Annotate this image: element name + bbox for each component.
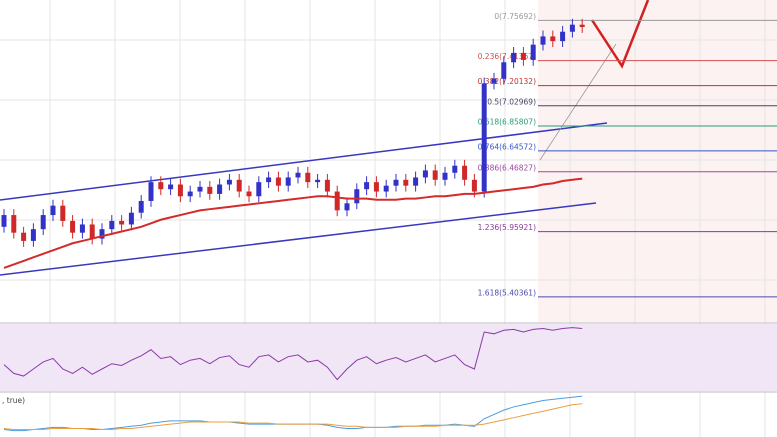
fib-label: 0.236(7.41367) [478,52,536,61]
channel-upper [0,122,608,201]
projection-zone [538,0,777,322]
candle-body [579,24,585,28]
candle-body [21,232,27,241]
candle-body [217,184,223,194]
macd-label: , true) [2,396,25,405]
candle-body [550,36,556,42]
candle-body [207,186,213,194]
candle-body [305,172,311,183]
candle-body [481,83,487,192]
candle-body [383,185,389,192]
candle-body [275,177,281,186]
trend-line [539,43,617,161]
fib-label: 0.5(7.02969) [487,97,536,106]
candle-body [295,172,301,178]
fib-label: 0.618(6.85807) [478,117,536,126]
fib-label: 0(7.75692) [494,12,536,21]
candle-body [530,44,536,60]
candle-body [1,215,7,227]
channel-lower [0,202,597,276]
candle-body [30,229,36,241]
rsi-line [3,327,583,381]
candle-body [462,165,468,180]
candle-body [373,182,379,192]
candle-body [89,224,95,239]
candle-body [197,186,203,192]
candle-body [177,184,183,197]
candle-body [511,52,517,63]
candle-body [364,182,370,190]
candle-body [138,200,144,213]
candle-body [128,212,134,225]
candle-body [11,215,17,233]
candle-body [432,170,438,180]
candle-body [226,179,232,185]
candle-body [422,170,428,178]
candle-body [324,179,330,192]
candle-body [413,177,419,186]
candle-body [70,220,76,233]
candle-body [403,179,409,186]
fib-label: 1.618(5.40361) [478,288,536,297]
candle-body [266,177,272,183]
projection-arrow [590,0,650,69]
fib-label: 0.886(6.46827) [478,163,536,172]
candle-body [99,229,105,239]
candle-body [60,205,66,221]
candle-body [79,224,85,233]
candle-body [50,205,56,216]
candle-body [442,172,448,180]
candle-body [540,36,546,45]
fib-label: 1.236(5.95921) [478,223,536,232]
candle-body [315,179,321,183]
candle-body [334,191,340,211]
candle-body [393,179,399,186]
candle-body [471,179,477,192]
candle-body [187,191,193,197]
fib-label: 0.382(7.20132) [478,77,536,86]
candle-body [246,191,252,197]
moving-average [3,177,583,269]
candle-body [501,62,507,79]
macd-line [3,403,583,431]
fib-label: 0.764(6.64572) [478,142,536,151]
candle-body [354,189,360,204]
candle-body [109,220,115,230]
candle-body [520,52,526,60]
macd-line [3,395,583,432]
candle-body [148,182,154,201]
candle-body [40,215,46,230]
candle-body [119,220,125,225]
candle-body [569,24,575,32]
candle-body [158,182,164,190]
candle-body [256,182,262,197]
candle-body [285,177,291,186]
candle-body [491,78,497,84]
candle-body [452,165,458,173]
candle-body [560,31,566,42]
rsi-panel [0,324,777,391]
candle-body [344,203,350,211]
candle-body [168,184,174,190]
candle-body [236,179,242,192]
